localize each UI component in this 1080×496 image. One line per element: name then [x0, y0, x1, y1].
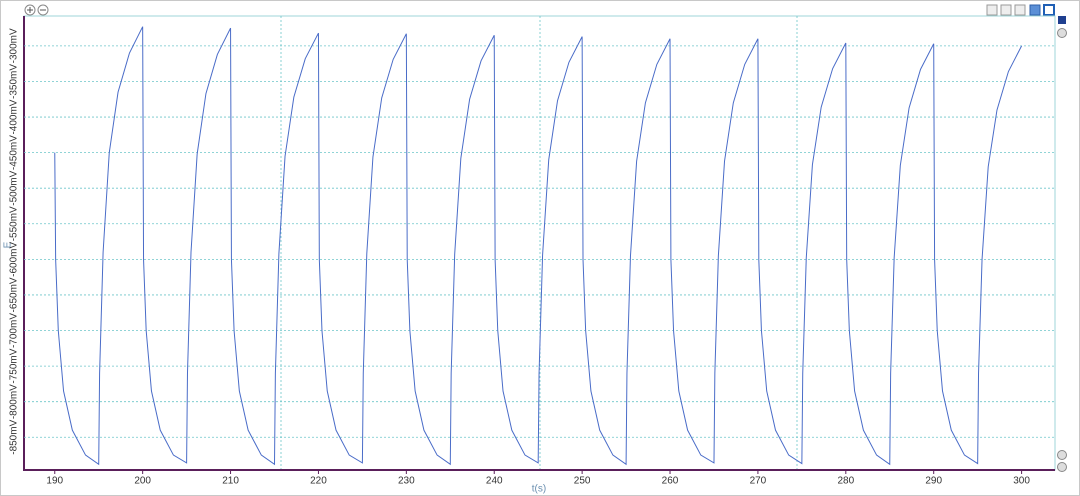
- y-tick-label: -700mV: [9, 313, 20, 348]
- x-tick-label: 200: [134, 476, 151, 487]
- x-tick-label: 230: [398, 476, 415, 487]
- scroll-button[interactable]: [1057, 450, 1067, 460]
- y-tick-label: -750mV: [9, 348, 20, 383]
- scroll-button[interactable]: [1057, 28, 1067, 38]
- tool-button[interactable]: [1029, 4, 1041, 16]
- y-tick-label: -500mV: [9, 170, 20, 205]
- y-tick-label: -550mV: [9, 206, 20, 241]
- x-tick-label: 280: [837, 476, 854, 487]
- y-tick-label: -800mV: [9, 384, 20, 419]
- y-tick-label: -300mV: [9, 28, 20, 63]
- series-swatch: [1058, 16, 1066, 24]
- y-tick-label: -400mV: [9, 99, 20, 134]
- x-tick-label: 260: [662, 476, 679, 487]
- x-axis-label: t(s): [532, 484, 546, 495]
- y-tick-label: -650mV: [9, 277, 20, 312]
- tool-button[interactable]: [1000, 4, 1012, 16]
- y-tick-label: -600mV: [9, 242, 20, 277]
- x-tick-label: 300: [1013, 476, 1030, 487]
- x-tick-label: 240: [486, 476, 503, 487]
- toolbar-left: [24, 4, 49, 16]
- x-tick-label: 190: [46, 476, 63, 487]
- toolbar-right: [986, 4, 1067, 472]
- x-tick-label: 210: [222, 476, 239, 487]
- tool-button[interactable]: [986, 4, 998, 16]
- x-tick-label: 220: [310, 476, 327, 487]
- y-tick-label: -350mV: [9, 64, 20, 99]
- series-line: [54, 26, 1023, 466]
- y-tick-label: -850mV: [9, 419, 20, 454]
- tool-button[interactable]: [1014, 4, 1026, 16]
- y-axis-label: E: [3, 241, 14, 248]
- x-tick-label: 270: [750, 476, 767, 487]
- x-tick-label: 290: [925, 476, 942, 487]
- y-tick-label: -450mV: [9, 135, 20, 170]
- x-tick-label: 250: [574, 476, 591, 487]
- save-button[interactable]: [1043, 4, 1055, 16]
- scroll-button[interactable]: [1057, 462, 1067, 472]
